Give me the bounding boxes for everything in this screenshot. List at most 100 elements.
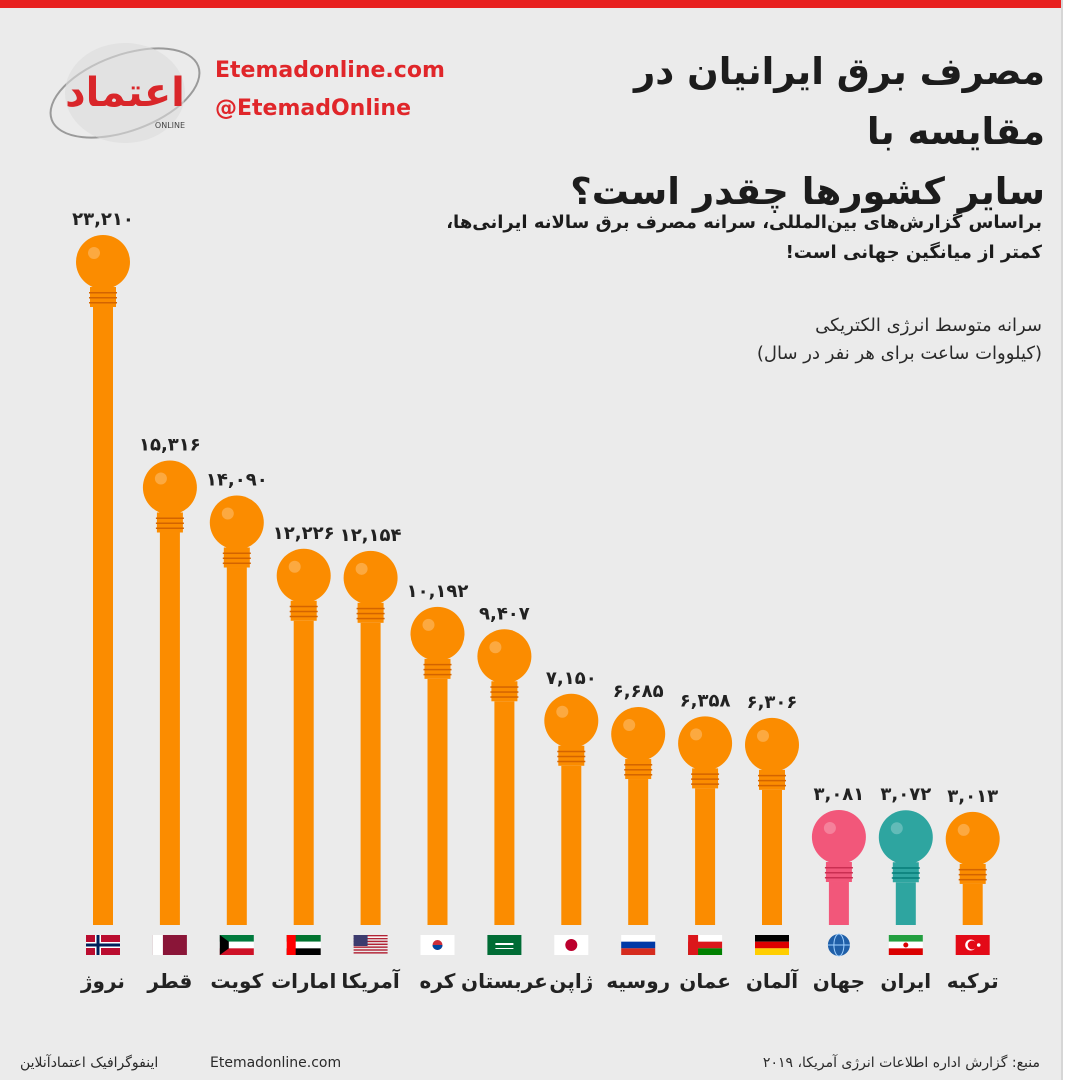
bulb-highlight bbox=[88, 247, 100, 259]
bulb-bar bbox=[878, 810, 933, 925]
bulb-thread bbox=[490, 686, 519, 688]
bulb-highlight bbox=[690, 728, 703, 741]
country-label: نروژ bbox=[80, 969, 125, 993]
subtitle: براساس گزارش‌های بین‌المللی، سرانه مصرف … bbox=[422, 208, 1042, 268]
bulb-thread bbox=[758, 784, 786, 787]
bulb-bar bbox=[477, 629, 532, 925]
bulb-thread bbox=[356, 617, 385, 620]
bulb-highlight bbox=[221, 507, 234, 520]
right-margin-strip bbox=[1063, 0, 1080, 1080]
bulb-thread bbox=[222, 562, 251, 565]
bulb-bar bbox=[410, 606, 465, 925]
bulb-thread bbox=[824, 866, 853, 869]
bulb-bar bbox=[276, 548, 331, 925]
footer-credit: اینفوگرافیک اعتمادآنلاین bbox=[20, 1055, 159, 1071]
bulb-bar bbox=[611, 707, 666, 925]
bulb-thread bbox=[89, 292, 117, 294]
title-line-2: سایر کشورها چقدر است؟ bbox=[570, 170, 1045, 213]
bulb-head bbox=[945, 811, 1000, 866]
bulb-thread bbox=[624, 764, 653, 766]
bulb-head bbox=[209, 495, 264, 550]
value-label: ۶,۳۰۶ bbox=[747, 692, 798, 713]
country-label: ایران bbox=[880, 969, 931, 993]
bulb-thread bbox=[490, 696, 519, 698]
bulb-thread bbox=[624, 774, 653, 776]
bulb-highlight bbox=[890, 822, 903, 835]
bulb-head bbox=[76, 235, 130, 289]
country-label: جهان bbox=[813, 969, 865, 993]
bulb-thread bbox=[289, 610, 318, 613]
bulb-thread bbox=[958, 878, 987, 881]
bulb-thread bbox=[691, 783, 720, 785]
bulb-thread bbox=[423, 668, 452, 671]
country-label: آلمان bbox=[746, 968, 799, 993]
country-label: قطر bbox=[146, 969, 192, 993]
site-handle[interactable]: @EtemadOnline bbox=[215, 96, 412, 121]
bulb-thread bbox=[423, 673, 452, 676]
bulb-thread bbox=[356, 607, 385, 610]
bar-stem bbox=[895, 882, 916, 925]
country-label: عربستان bbox=[461, 969, 548, 993]
bulb-highlight bbox=[757, 729, 769, 742]
site-url[interactable]: Etemadonline.com bbox=[215, 58, 445, 83]
kuwait-flag-icon bbox=[219, 935, 254, 955]
bulb-highlight bbox=[288, 560, 301, 573]
unit-line-2: (کیلووات ساعت برای هر نفر در سال) bbox=[756, 343, 1042, 364]
country-label: ژاپن bbox=[549, 969, 593, 994]
oman-flag-icon bbox=[688, 935, 723, 955]
bar-stem bbox=[828, 881, 849, 925]
bulb-head bbox=[678, 716, 733, 771]
subtitle-line-2: کمتر از میانگین جهانی است! bbox=[785, 242, 1042, 263]
bulb-head bbox=[878, 810, 933, 865]
bulb-bar bbox=[945, 811, 1000, 925]
bulb-thread bbox=[155, 522, 184, 524]
logo-word: اعتماد bbox=[65, 70, 185, 116]
bulb-thread bbox=[824, 871, 853, 874]
iran-flag-icon bbox=[888, 935, 923, 955]
bulb-head bbox=[611, 707, 666, 762]
bulb-thread bbox=[758, 774, 786, 777]
page-title: مصرف برق ایرانیان در مقایسه با سایر کشور… bbox=[485, 42, 1045, 222]
bulb-thread bbox=[222, 557, 251, 560]
sidebar-divider bbox=[1061, 0, 1063, 1080]
bar-stem bbox=[293, 620, 314, 925]
bulb-thread bbox=[958, 868, 987, 871]
globe-icon bbox=[827, 933, 850, 957]
bulb-bar bbox=[811, 809, 866, 925]
country-label: کره bbox=[420, 969, 456, 993]
bulb-head bbox=[477, 629, 532, 684]
bulb-thread bbox=[557, 760, 586, 763]
bar-stem bbox=[226, 567, 247, 925]
bulb-highlight bbox=[489, 641, 502, 654]
value-label: ۱۵,۳۱۶ bbox=[139, 434, 201, 455]
footer-site[interactable]: Etemadonline.com bbox=[210, 1055, 342, 1071]
bulb-thread bbox=[155, 517, 184, 519]
bulb-thread bbox=[89, 297, 117, 299]
saudi-flag-icon bbox=[487, 935, 522, 955]
bulb-thread bbox=[557, 755, 586, 758]
bulb-highlight bbox=[154, 472, 167, 485]
bulb-head bbox=[142, 460, 197, 515]
bulb-head bbox=[544, 693, 599, 748]
bulb-thread bbox=[289, 615, 318, 618]
bulb-thread bbox=[891, 872, 920, 874]
country-label: امارات bbox=[271, 969, 336, 993]
bulb-head bbox=[343, 550, 398, 605]
country-label: کویت bbox=[210, 969, 263, 993]
bar-stem bbox=[628, 779, 649, 925]
value-label: ۱۴,۰۹۰ bbox=[206, 470, 268, 491]
bar-stem bbox=[360, 622, 381, 925]
bulb-thread bbox=[490, 691, 519, 693]
bulb-bar bbox=[76, 235, 130, 925]
bulb-thread bbox=[557, 750, 586, 753]
value-label: ۷,۱۵۰ bbox=[546, 668, 597, 689]
value-label: ۱۲,۱۵۴ bbox=[340, 525, 402, 546]
value-label: ۹,۴۰۷ bbox=[479, 603, 530, 624]
logo-sub: ONLINE bbox=[155, 121, 185, 130]
korea-flag-icon bbox=[420, 935, 455, 955]
bulb-bar bbox=[209, 495, 264, 925]
bulb-highlight bbox=[623, 719, 636, 732]
bar-stem bbox=[159, 532, 180, 925]
country-label: روسیه bbox=[606, 969, 670, 993]
turkey-flag-icon bbox=[955, 935, 990, 955]
